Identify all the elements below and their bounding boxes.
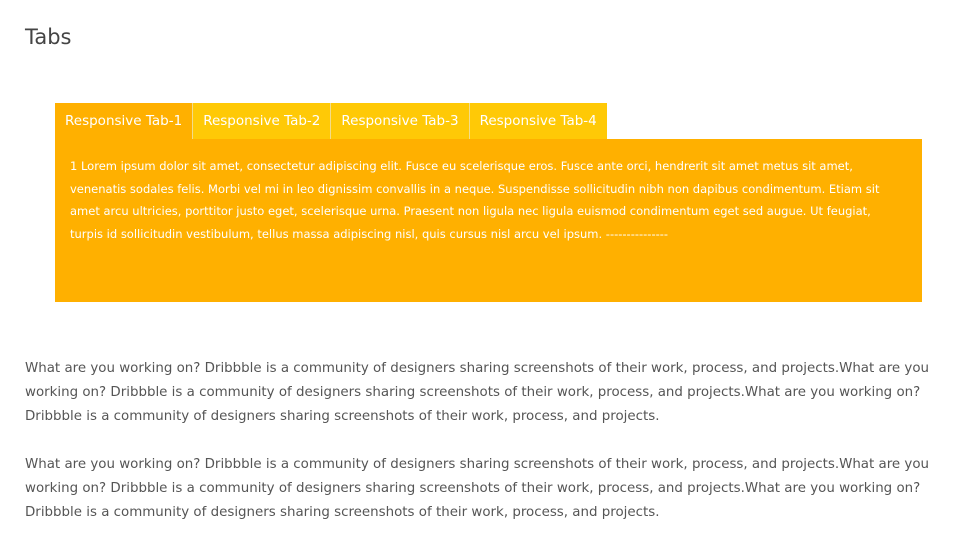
tab-list: Responsive Tab-1 Responsive Tab-2 Respon… [55, 103, 922, 139]
tab-responsive-3[interactable]: Responsive Tab-3 [331, 103, 469, 139]
tab-panel: 1 Lorem ipsum dolor sit amet, consectetu… [55, 139, 922, 302]
tab-panel-text: 1 Lorem ipsum dolor sit amet, consectetu… [70, 155, 902, 245]
body-paragraph-2: What are you working on? Dribbble is a c… [25, 453, 935, 525]
body-paragraph-1: What are you working on? Dribbble is a c… [25, 357, 935, 429]
tab-responsive-1[interactable]: Responsive Tab-1 [55, 103, 193, 139]
tab-responsive-2[interactable]: Responsive Tab-2 [193, 103, 331, 139]
responsive-tabs: Responsive Tab-1 Responsive Tab-2 Respon… [55, 103, 922, 302]
tab-responsive-4[interactable]: Responsive Tab-4 [470, 103, 607, 139]
page-title: Tabs [25, 24, 72, 50]
